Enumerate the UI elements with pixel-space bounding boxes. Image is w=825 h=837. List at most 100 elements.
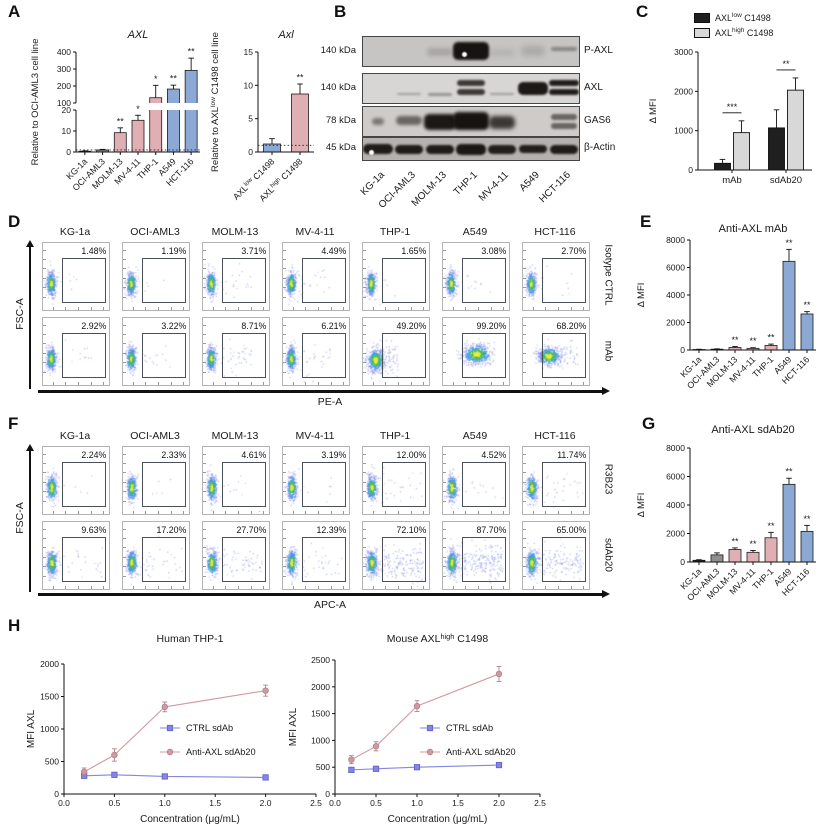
blot-strip-P-AXL [362,36,580,67]
element [145,586,147,589]
element [583,382,585,385]
flow-gate [222,461,267,507]
element [410,382,412,385]
element [283,352,286,354]
flow-gate [62,461,107,507]
significance: ** [767,521,775,531]
element [52,382,54,385]
element [183,511,185,514]
y-tick-label: 500 [316,762,330,772]
element [203,481,206,483]
element [305,511,307,514]
flow-plot-OCI-AML3-mAb: 3.22% [122,317,190,386]
significance: ** [803,300,811,310]
gate-percentage: 3.08% [481,245,507,256]
element [157,382,159,385]
element [363,472,366,474]
scatter-cloud [443,447,507,512]
gate-percentage: 12.00% [396,449,427,460]
scatter-cloud [523,318,587,383]
element [65,511,67,514]
element [570,307,572,310]
element [283,334,286,336]
element [477,307,479,310]
y-tick-label: 0 [54,789,59,799]
element [443,463,446,465]
element [103,307,105,310]
element [43,528,46,530]
element [212,586,214,589]
protein-label: GAS6 [584,114,611,126]
legend-swatch [694,27,710,38]
element [523,296,526,298]
data-point [262,687,269,694]
element [103,382,105,385]
y-tick-label: 100 [57,98,71,108]
element [570,586,572,589]
element [212,382,214,385]
element [423,307,425,310]
data-point [495,670,503,678]
element [90,511,92,514]
y-tick-label: 300 [57,64,71,74]
element [363,277,366,279]
element [65,307,67,310]
x-axis-label: PE-A [317,396,343,408]
element [283,324,286,326]
significance: ** [749,539,757,549]
column-title-A549: A549 [462,430,488,442]
element [363,566,366,568]
element [283,362,286,364]
element [443,249,446,251]
flow-plot-THP-1-Isotype CTRL: 1.65% [362,242,430,311]
element [43,362,46,364]
element [203,566,206,568]
element [250,586,252,589]
scatter-cloud [523,447,587,512]
element [43,334,46,336]
element [557,382,559,385]
flow-plot-THP-1-R3B23: 12.00% [362,446,430,515]
column-title-KG-1a: KG-1a [59,430,91,442]
y-tick-label: 2000 [666,318,685,328]
bar-shape [166,724,174,732]
element [263,511,265,514]
element [123,268,126,270]
element [443,538,446,540]
gate-percentage: 9.63% [81,524,107,535]
flow-gate [62,536,107,582]
element [43,556,46,558]
element [283,538,286,540]
flow-gate [542,536,587,582]
element [545,307,547,310]
element [132,307,134,310]
scatter-cloud [283,243,347,308]
gate-percentage: 12.39% [316,524,347,535]
significance: ** [731,335,739,345]
x-arrowhead [602,590,610,598]
column-title-MV-4-11: MV-4-11 [295,430,335,442]
element [443,362,446,364]
column-title-A549: A549 [462,226,488,238]
flow-plot-OCI-AML3-sdAb20: 17.20% [122,521,190,590]
blot-band [517,81,548,95]
blot-band [548,80,579,86]
gate-percentage: 2.70% [561,245,587,256]
element [203,556,206,558]
scatter-cloud [203,447,267,512]
blot-band [550,114,577,120]
blot-band [550,123,577,129]
element [123,371,126,373]
y-tick-label: 10 [62,126,72,136]
data-point [413,702,421,710]
element [465,382,467,385]
gate-percentage: 3.71% [241,245,267,256]
y-tick-label: 0 [688,165,693,175]
element [443,566,446,568]
element [283,277,286,279]
element [203,259,206,261]
x-axis-label: APC-A [313,599,347,611]
element [343,511,345,514]
column-title-MV-4-11: MV-4-11 [295,226,335,238]
element [363,249,366,251]
